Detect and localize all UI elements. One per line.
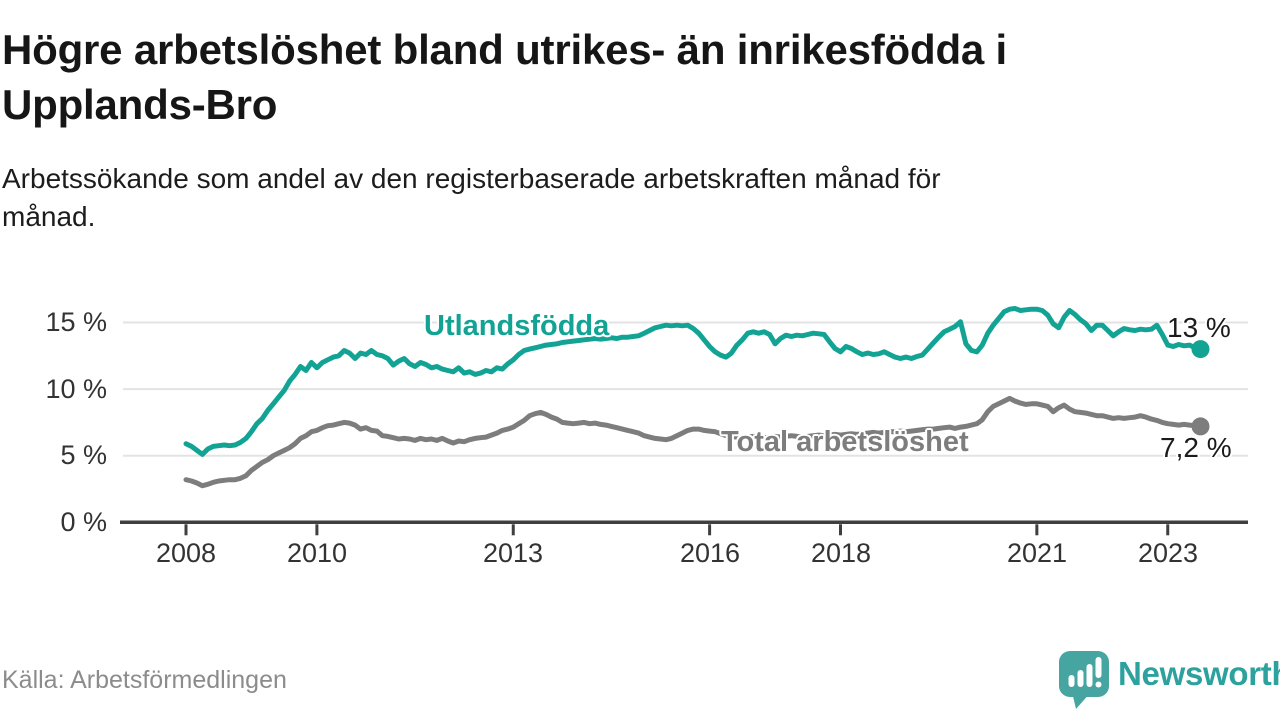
newsworthy-speech-bubble-chart-icon (1059, 651, 1109, 709)
x-tick-label-2008: 2008 (155, 538, 217, 568)
x-tick-label-2021: 2021 (1006, 538, 1068, 568)
end-value-label-utlandsfodda: 13 % (1167, 312, 1231, 343)
chart-subtitle-line-2: månad. (2, 201, 96, 232)
chart-subtitle: Arbetssökande som andel av den registerb… (2, 160, 1202, 236)
newsworthy-wordmark: Newsworthy (1118, 655, 1280, 692)
y-tick-label-5: 5 % (60, 440, 107, 470)
x-tick-label-2016: 2016 (679, 538, 741, 568)
source-note: Källa: Arbetsförmedlingen (2, 666, 287, 694)
y-tick-label-10: 10 % (45, 374, 107, 404)
page-title-line-1: Högre arbetslöshet bland utrikes- än inr… (2, 26, 1008, 73)
end-value-label-total: 7,2 % (1160, 432, 1232, 463)
x-tick-label-2018: 2018 (810, 538, 872, 568)
logo-bar-chart-glyph (1068, 657, 1102, 688)
series-label-total-arbetsloshet: Total arbetslöshet (721, 426, 969, 458)
y-tick-label-15: 15 % (45, 307, 107, 337)
y-tick-label-0: 0 % (60, 507, 107, 537)
page-title-line-2: Upplands-Bro (2, 81, 278, 128)
newsworthy-logo: Newsworthy (1056, 648, 1280, 709)
page-title: Högre arbetslöshet bland utrikes- än inr… (2, 22, 1246, 132)
x-tick-label-2013: 2013 (482, 538, 544, 568)
x-tick-label-2023: 2023 (1137, 538, 1199, 568)
x-tick-label-2010: 2010 (286, 538, 348, 568)
chart-subtitle-line-1: Arbetssökande som andel av den registerb… (2, 163, 941, 194)
series-label-utlandsfodda: Utlandsfödda (424, 310, 610, 342)
